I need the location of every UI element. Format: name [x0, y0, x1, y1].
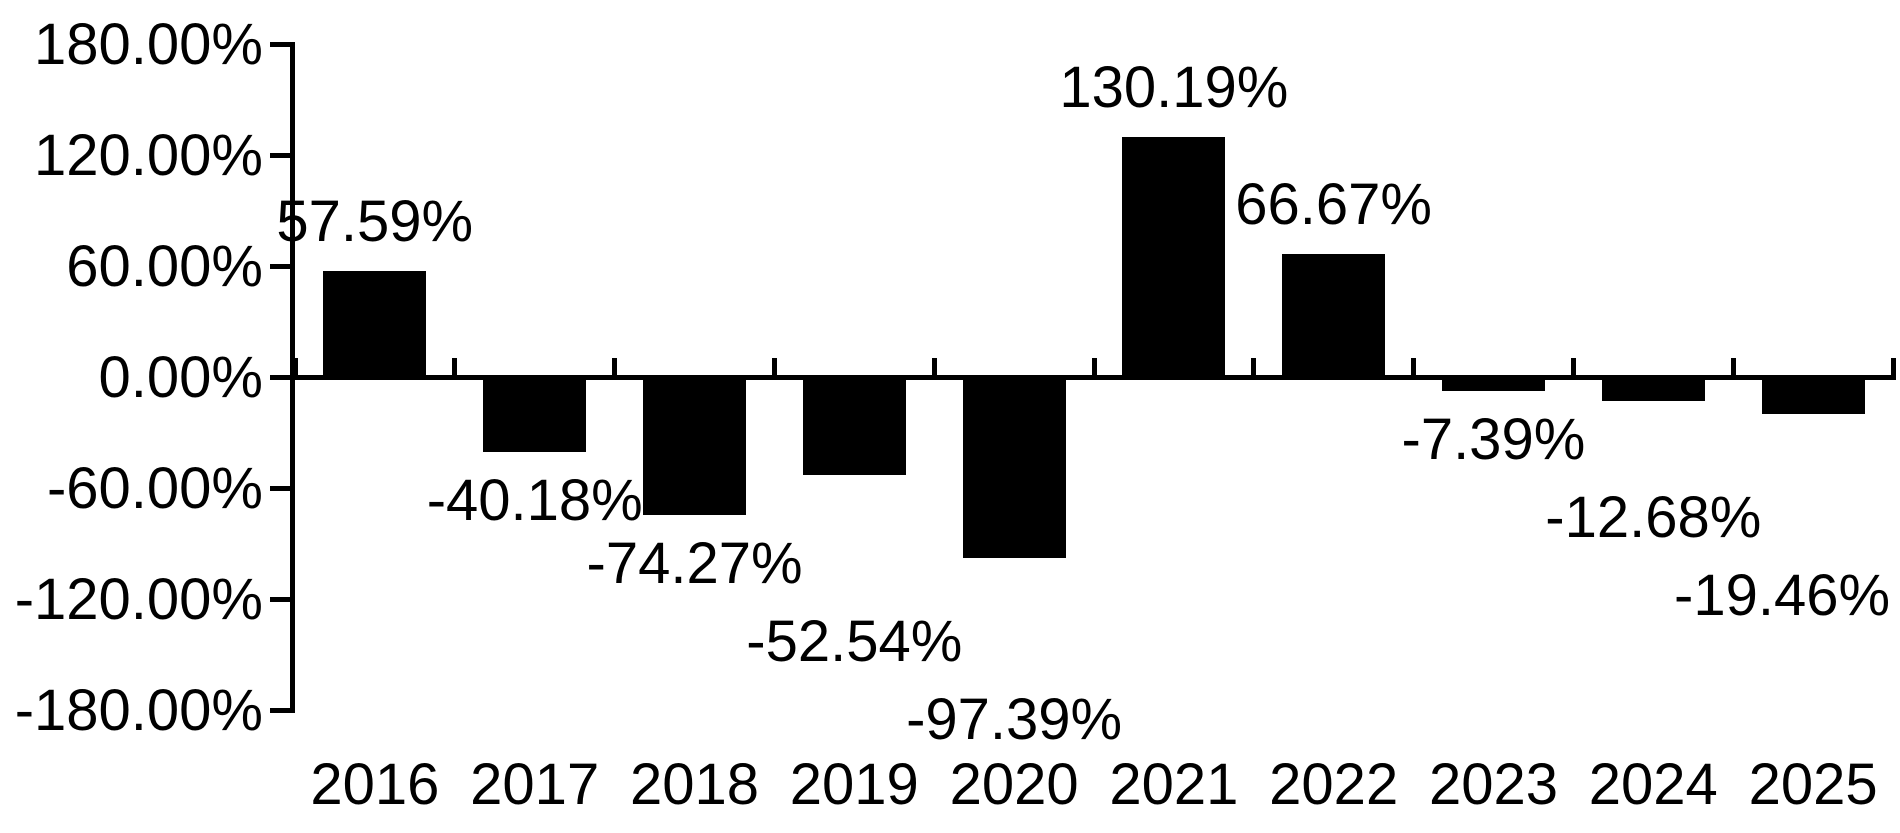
y-axis-tick: [270, 42, 290, 47]
bar: [1282, 254, 1386, 378]
x-axis-tick-label: 2021: [1109, 752, 1239, 817]
x-axis-tick-label: 2019: [789, 752, 919, 817]
x-axis-tick: [1411, 357, 1417, 378]
x-axis-tick-label: 2025: [1748, 752, 1878, 817]
x-axis-tick: [1730, 357, 1736, 378]
x-axis-tick-label: 2023: [1428, 752, 1559, 817]
x-axis-tick-label: 2022: [1269, 752, 1399, 817]
bar: [802, 377, 906, 475]
x-axis-tick: [612, 357, 618, 378]
x-axis-tick-label: 2024: [1588, 752, 1718, 817]
y-axis-tick-label: -60.00%: [46, 455, 263, 521]
x-axis-tick: [771, 357, 777, 378]
y-axis-tick-label: 0.00%: [98, 344, 263, 410]
y-axis-tick-label: 180.00%: [34, 11, 263, 77]
x-axis-tick: [452, 357, 458, 378]
value-label: 66.67%: [1235, 172, 1432, 238]
bar: [1122, 136, 1226, 378]
x-axis-tick-label: 2017: [470, 752, 600, 817]
x-axis-tick: [1890, 357, 1896, 378]
x-axis-line: [290, 375, 1896, 380]
value-label: -19.46%: [1674, 563, 1891, 629]
y-axis-tick-label: -120.00%: [14, 566, 263, 632]
y-axis-tick: [270, 486, 290, 491]
x-axis-tick: [1251, 357, 1257, 378]
bar: [962, 377, 1066, 558]
x-axis-tick-label: 2020: [949, 752, 1079, 817]
x-axis-tick: [1570, 357, 1576, 378]
value-label: -52.54%: [746, 608, 963, 674]
x-axis-tick-label: 2018: [629, 752, 760, 817]
x-axis-tick: [1091, 357, 1097, 378]
y-axis-tick: [270, 375, 290, 380]
bar: [643, 377, 746, 515]
value-label: -7.39%: [1401, 407, 1586, 473]
y-axis-tick: [270, 597, 290, 602]
value-label: -97.39%: [906, 686, 1123, 752]
y-axis-tick-label: -180.00%: [14, 677, 263, 743]
y-axis-tick-label: 60.00%: [66, 233, 263, 299]
y-axis-tick: [270, 264, 290, 269]
bar: [1442, 377, 1545, 392]
y-axis-tick-label: 120.00%: [34, 122, 263, 188]
bar: [323, 270, 427, 378]
y-axis-tick: [270, 153, 290, 158]
value-label: 130.19%: [1059, 54, 1289, 120]
y-axis-tick: [270, 708, 290, 713]
value-label: -40.18%: [426, 467, 643, 533]
x-axis-tick: [292, 357, 298, 378]
x-axis-tick: [931, 357, 937, 378]
x-axis-tick-label: 2016: [310, 752, 440, 817]
bar: [1601, 377, 1705, 401]
value-label: -12.68%: [1545, 485, 1762, 551]
bar: [483, 377, 587, 452]
bar: [1761, 377, 1865, 414]
value-label: 57.59%: [276, 188, 474, 254]
value-label: -74.27%: [586, 530, 803, 596]
